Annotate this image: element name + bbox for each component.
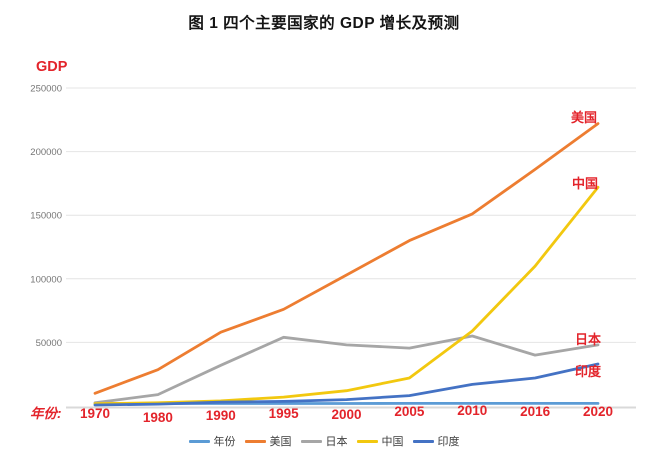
legend-label-india: 印度 <box>437 436 460 448</box>
legend-swatch-usa <box>244 439 266 443</box>
svg-text:200000: 200000 <box>30 147 62 158</box>
legend-label-usa: 美国 <box>269 436 292 448</box>
series-label-japan: 日本 <box>575 332 602 347</box>
legend-label-japan: 日本 <box>325 436 348 448</box>
legend-item-india: 印度 <box>412 433 460 449</box>
svg-text:2000: 2000 <box>331 407 361 422</box>
svg-text:1980: 1980 <box>143 410 173 425</box>
legend-item-china: 中国 <box>356 433 404 449</box>
legend-label-china: 中国 <box>381 436 404 448</box>
legend-swatch-india <box>412 439 434 443</box>
legend-item-usa: 美国 <box>244 433 292 449</box>
svg-text:1990: 1990 <box>206 408 236 423</box>
legend-item-year: 年份 <box>188 433 236 449</box>
legend-item-japan: 日本 <box>300 433 348 449</box>
y-axis-title: GDP <box>36 59 68 75</box>
series-label-india: 印度 <box>575 364 602 379</box>
svg-text:1995: 1995 <box>269 406 300 421</box>
svg-text:100000: 100000 <box>30 274 62 285</box>
svg-text:250000: 250000 <box>30 84 62 95</box>
series-label-usa: 美国 <box>571 110 598 125</box>
svg-text:2020: 2020 <box>583 404 613 419</box>
svg-text:2005: 2005 <box>394 404 425 419</box>
chart-title: 图 1 四个主要国家的 GDP 增长及预测 <box>188 15 460 32</box>
svg-text:2010: 2010 <box>457 403 487 418</box>
svg-text:年份:: 年份: <box>30 406 62 421</box>
chart-legend: 年份 美国 日本 中国 印度 <box>0 433 648 449</box>
legend-label-year: 年份 <box>213 436 236 448</box>
legend-swatch-china <box>356 439 378 443</box>
svg-text:1970: 1970 <box>80 406 110 421</box>
svg-text:2016: 2016 <box>520 404 551 419</box>
series-label-china: 中国 <box>572 176 599 191</box>
svg-text:50000: 50000 <box>36 338 62 349</box>
legend-swatch-japan <box>300 439 322 443</box>
svg-text:150000: 150000 <box>30 211 62 222</box>
legend-swatch-year <box>188 439 210 443</box>
